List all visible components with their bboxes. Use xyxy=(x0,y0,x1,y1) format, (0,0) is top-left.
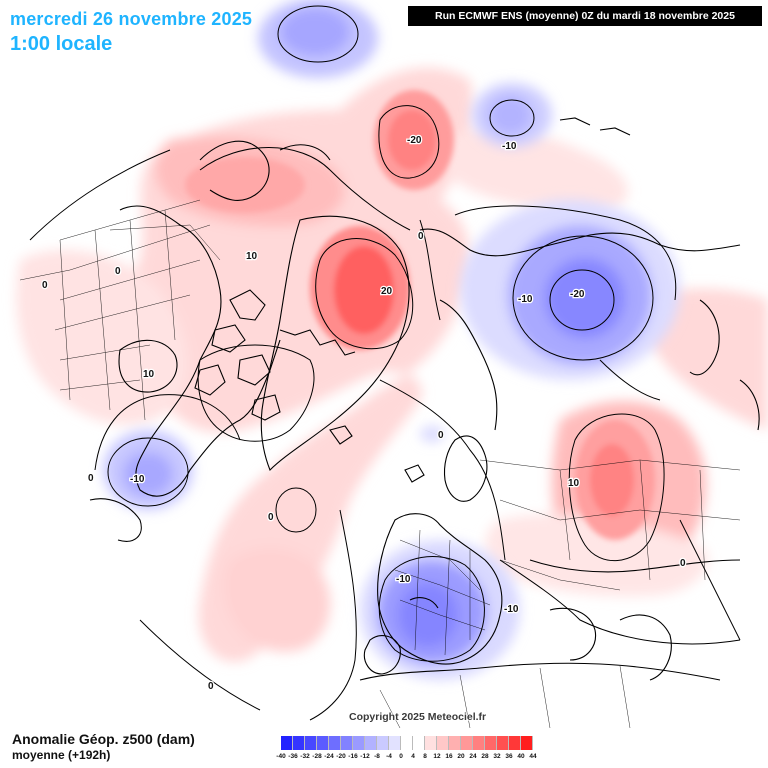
color-scale-label: -16 xyxy=(348,753,358,760)
color-scale-label: -12 xyxy=(360,753,370,760)
contour-labels: -20 -10 0 20 10 0 0 -10 -20 10 -10 10 0 … xyxy=(41,134,688,694)
coastlines xyxy=(89,117,760,681)
color-scale-swatch xyxy=(377,736,389,750)
contour-label: 0 xyxy=(268,512,274,523)
color-scale-swatch xyxy=(389,736,401,750)
color-scale-label: -40 xyxy=(276,753,286,760)
color-scale-label: 40 xyxy=(517,753,525,760)
color-scale-label: 8 xyxy=(423,753,427,760)
contour-label: -10 xyxy=(504,604,519,615)
color-scale-label: -8 xyxy=(374,753,380,760)
legend-subtitle: moyenne (+192h) xyxy=(12,748,111,762)
color-scale-label: 24 xyxy=(469,753,477,760)
color-scale-swatch xyxy=(281,736,293,750)
contour-label: 0 xyxy=(88,473,94,484)
color-scale-swatch xyxy=(497,736,509,750)
run-info-banner: Run ECMWF ENS (moyenne) 0Z du mardi 18 n… xyxy=(408,6,762,26)
color-scale-label: 0 xyxy=(399,753,403,760)
color-scale-swatch xyxy=(485,736,497,750)
contour-label: -10 xyxy=(502,141,517,152)
color-scale-label: 16 xyxy=(445,753,453,760)
contour-label: 0 xyxy=(680,558,686,569)
contour-label: 0 xyxy=(208,681,214,692)
contour-label: 0 xyxy=(438,430,444,441)
legend-title: Anomalie Géop. z500 (dam) xyxy=(12,731,195,747)
color-scale-label: -20 xyxy=(336,753,346,760)
color-scale-label: -36 xyxy=(288,753,298,760)
strong-positive-cores xyxy=(185,90,655,540)
contour-label: -10 xyxy=(518,294,533,305)
contour-label: 20 xyxy=(381,286,393,297)
color-scale-label: -24 xyxy=(324,753,334,760)
color-scale-label: 28 xyxy=(481,753,489,760)
color-scale-swatch xyxy=(341,736,353,750)
run-info-text: Run ECMWF ENS (moyenne) 0Z du mardi 18 n… xyxy=(435,10,735,22)
color-scale-label: 12 xyxy=(433,753,441,760)
color-scale-swatch xyxy=(473,736,485,750)
color-scale-label: 20 xyxy=(457,753,465,760)
color-scale-label: 44 xyxy=(529,753,537,760)
color-scale-label: -4 xyxy=(386,753,392,760)
contour-label: 10 xyxy=(568,478,580,489)
copyright-text: Copyright 2025 Meteociel.fr xyxy=(349,711,487,723)
color-scale xyxy=(281,736,533,750)
color-scale-swatch xyxy=(413,736,425,750)
color-scale-label: 4 xyxy=(411,753,415,760)
contour-label: 10 xyxy=(143,369,155,380)
contour-label: -10 xyxy=(396,574,411,585)
contour-label: -20 xyxy=(570,289,585,300)
color-scale-swatch xyxy=(437,736,449,750)
contour-label: 10 xyxy=(246,251,258,262)
negative-anomaly-fields xyxy=(103,0,680,680)
anomaly-map: -20 -10 0 20 10 0 0 -10 -20 10 -10 10 0 … xyxy=(16,0,768,728)
color-scale-swatch xyxy=(305,736,317,750)
color-scale-swatch xyxy=(317,736,329,750)
color-scale-swatch xyxy=(449,736,461,750)
contour-label: -10 xyxy=(130,474,145,485)
contour-label: 0 xyxy=(115,266,121,277)
color-scale-swatch xyxy=(365,736,377,750)
color-scale-swatch xyxy=(353,736,365,750)
color-scale-swatch xyxy=(401,736,413,750)
forecast-date: mercredi 26 novembre 2025 xyxy=(10,9,253,29)
color-scale-swatch xyxy=(293,736,305,750)
color-scale-swatch xyxy=(461,736,473,750)
color-scale-label: -32 xyxy=(300,753,310,760)
color-scale-swatch xyxy=(425,736,437,750)
forecast-time: 1:00 locale xyxy=(10,33,113,55)
color-scale-label: -28 xyxy=(312,753,322,760)
color-scale-swatch xyxy=(329,736,341,750)
color-scale-swatch xyxy=(509,736,521,750)
contour-lines xyxy=(29,5,741,721)
color-scale-swatch xyxy=(521,736,533,750)
contour-label: 0 xyxy=(42,280,48,291)
color-scale-label: 36 xyxy=(505,753,513,760)
contour-label: -20 xyxy=(407,135,422,146)
contour-label: 0 xyxy=(418,231,424,242)
color-scale-label: 32 xyxy=(493,753,501,760)
political-borders xyxy=(19,199,741,728)
